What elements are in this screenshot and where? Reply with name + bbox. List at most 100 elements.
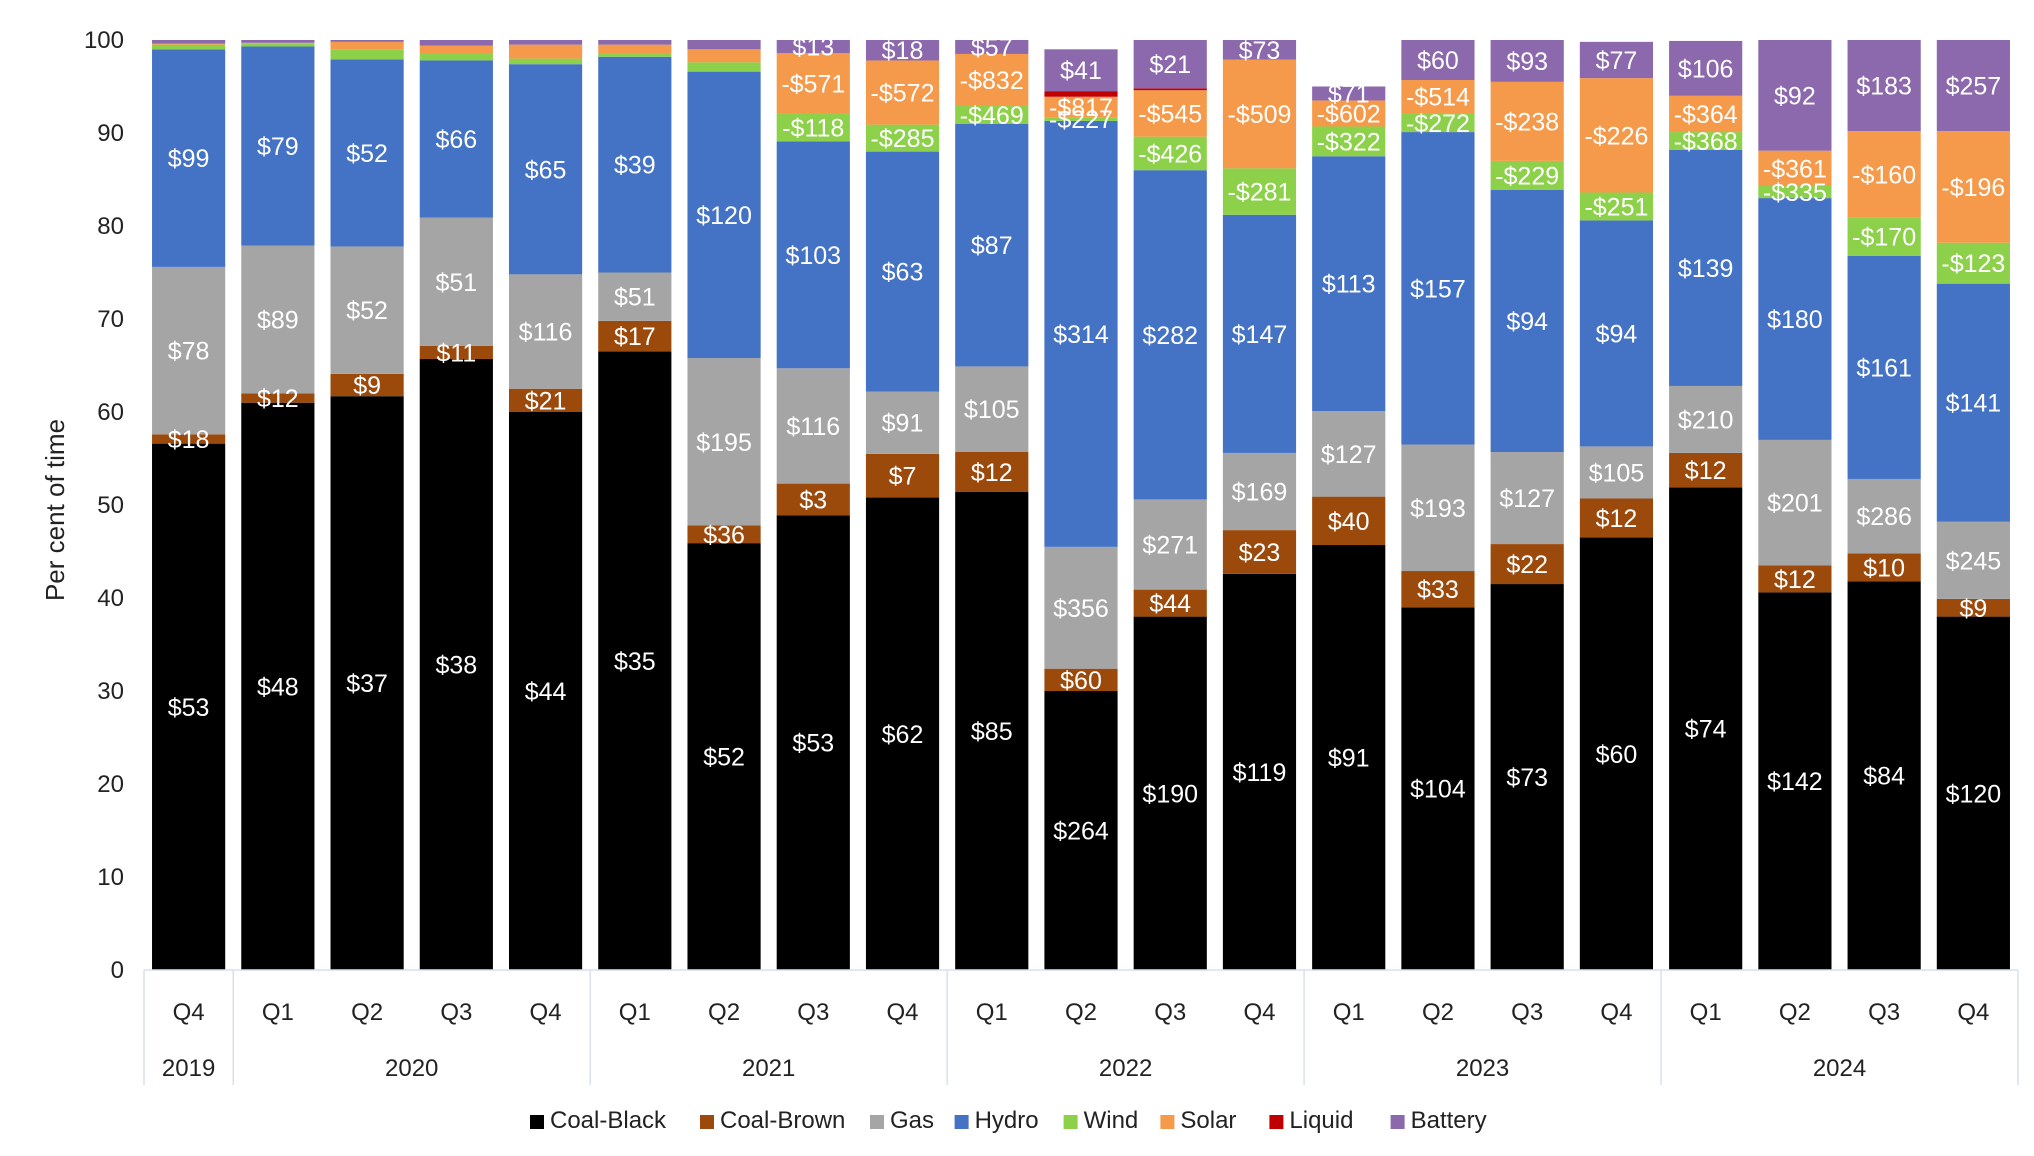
data-label: $89 bbox=[257, 306, 299, 334]
bar-segment-hydro bbox=[1936, 283, 2010, 522]
x-tick-label: Q4 bbox=[530, 999, 562, 1026]
bar-segment-solar bbox=[955, 53, 1029, 107]
bar-segment-coal-brown bbox=[776, 483, 850, 516]
data-label: $74 bbox=[1685, 716, 1727, 744]
bar-segment-coal-black bbox=[955, 491, 1029, 970]
axes: 0 10 20 30 40 50 60 70 80 90 100 bbox=[84, 27, 124, 984]
data-label: $264 bbox=[1053, 818, 1109, 846]
bar-segment-gas bbox=[419, 217, 493, 346]
bar-segment-wind bbox=[1579, 192, 1654, 221]
data-label: $60 bbox=[1596, 741, 1638, 769]
data-label: $78 bbox=[168, 338, 210, 366]
bar-segment-coal-black bbox=[1044, 691, 1118, 970]
bar-segment-coal-brown bbox=[419, 345, 493, 359]
x-tick-label: Q1 bbox=[1333, 999, 1365, 1026]
data-label: $127 bbox=[1321, 441, 1377, 469]
bar-segment-coal-brown bbox=[1490, 544, 1564, 585]
data-label: $12 bbox=[1596, 505, 1638, 533]
bar-segment-solar bbox=[776, 53, 850, 114]
bar-segment-solar bbox=[687, 49, 761, 63]
bar-segment-gas bbox=[1044, 546, 1118, 669]
bar-segment-battery bbox=[687, 40, 761, 50]
bar-segment-battery bbox=[1490, 40, 1564, 82]
data-label: -$229 bbox=[1495, 162, 1559, 190]
bar-segment-coal-black bbox=[865, 497, 940, 970]
bars bbox=[152, 40, 2010, 970]
bar-segment-hydro bbox=[1312, 156, 1386, 412]
bar-segment-wind bbox=[1312, 126, 1386, 157]
bar-segment-wind bbox=[1847, 217, 1921, 256]
data-label: $9 bbox=[1959, 595, 1987, 623]
data-label: $52 bbox=[346, 140, 388, 168]
bar-segment-coal-black bbox=[1669, 487, 1743, 970]
legend-swatch-liquid bbox=[1269, 1115, 1284, 1129]
data-label: $87 bbox=[971, 232, 1013, 260]
data-label: $93 bbox=[1506, 48, 1548, 76]
data-label: $40 bbox=[1328, 508, 1370, 536]
data-label: $92 bbox=[1774, 82, 1816, 110]
data-label: $157 bbox=[1410, 275, 1466, 303]
data-label: $51 bbox=[614, 284, 656, 312]
data-label: -$160 bbox=[1852, 161, 1916, 189]
bar-segment-wind bbox=[1044, 117, 1118, 121]
data-label: $106 bbox=[1678, 55, 1734, 83]
data-label: $73 bbox=[1506, 764, 1548, 792]
bar-segment-wind bbox=[241, 43, 315, 47]
bar-segment-battery bbox=[1669, 40, 1743, 96]
x-tick-label: Q1 bbox=[1690, 999, 1722, 1026]
x-tick-label: Q1 bbox=[619, 999, 651, 1026]
bar-segment-coal-brown bbox=[152, 434, 226, 444]
bar-segment-coal-brown bbox=[865, 453, 940, 498]
bar-segment-gas bbox=[1222, 452, 1297, 531]
bar-segment-gas bbox=[1133, 499, 1207, 590]
bar-segment-coal-black bbox=[419, 358, 493, 970]
data-label: -$285 bbox=[871, 125, 935, 153]
data-label: $11 bbox=[436, 339, 476, 367]
data-label: $105 bbox=[1589, 459, 1645, 487]
data-label: $51 bbox=[435, 269, 477, 297]
bar-segment-wind bbox=[508, 58, 583, 65]
bar-segment-coal-black bbox=[508, 412, 583, 970]
data-label: $60 bbox=[1060, 667, 1102, 695]
legend: Coal-Black Coal-Brown Gas Hydro Wind Solar Liq… bbox=[530, 1107, 1487, 1134]
legend-label: Battery bbox=[1411, 1107, 1487, 1134]
bar-segment-coal-brown bbox=[1936, 598, 2010, 617]
bar-segment-coal-black bbox=[1579, 537, 1654, 970]
data-label: $3 bbox=[799, 486, 827, 514]
bar-segment-coal-brown bbox=[687, 525, 761, 544]
bar-segment-battery bbox=[1758, 40, 1832, 151]
x-tick-label: Q4 bbox=[887, 999, 919, 1026]
bar-segment-battery bbox=[1312, 86, 1386, 101]
bar-segment-wind bbox=[1936, 242, 2010, 284]
bar-segment-hydro bbox=[1133, 170, 1207, 500]
data-label: $139 bbox=[1678, 255, 1734, 283]
bar-segment-hydro bbox=[865, 151, 940, 392]
data-label: $39 bbox=[614, 152, 656, 180]
x-group-label: 2020 bbox=[385, 1055, 438, 1082]
bar-segment-solar bbox=[1044, 96, 1118, 118]
data-label: $120 bbox=[696, 202, 752, 230]
bar-segment-solar bbox=[1669, 95, 1743, 133]
bar-segment-coal-black bbox=[1490, 584, 1564, 970]
data-label: -$272 bbox=[1406, 110, 1470, 138]
data-label: $33 bbox=[1417, 576, 1459, 604]
bar-segment-coal-black bbox=[1758, 592, 1832, 970]
data-label: $201 bbox=[1767, 490, 1823, 518]
y-axis-label: Per cent of time bbox=[40, 419, 70, 601]
bar-segment-coal-brown bbox=[330, 373, 404, 397]
bar-segment-hydro bbox=[1847, 255, 1921, 479]
data-label: $22 bbox=[1506, 551, 1548, 579]
data-label: $257 bbox=[1946, 73, 2002, 101]
data-label: $85 bbox=[971, 718, 1013, 746]
data-label: -$170 bbox=[1852, 224, 1916, 252]
bar-segment-hydro bbox=[330, 59, 404, 247]
data-label: $127 bbox=[1499, 485, 1555, 513]
bar-segment-wind bbox=[955, 106, 1029, 124]
data-label: $35 bbox=[614, 648, 656, 676]
bar-segment-hydro bbox=[1579, 220, 1654, 447]
data-label: $21 bbox=[1149, 51, 1191, 79]
x-tick-label: Q4 bbox=[1600, 999, 1632, 1026]
bar-segment-wind bbox=[1490, 160, 1564, 190]
bar-segment-gas bbox=[687, 358, 761, 526]
x-tick-label: Q1 bbox=[976, 999, 1008, 1026]
